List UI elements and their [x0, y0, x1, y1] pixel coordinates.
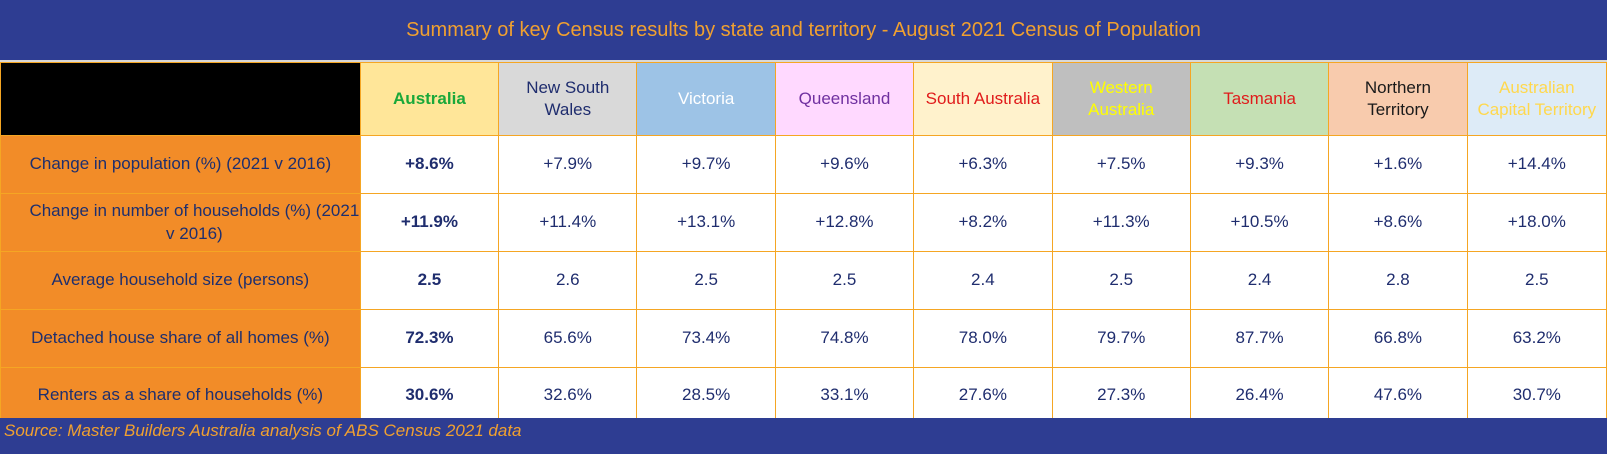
data-cell: +12.8%	[774, 193, 915, 252]
data-cell: 2.8	[1328, 251, 1468, 310]
data-cell: +8.2%	[913, 193, 1053, 252]
data-cell: 2.5	[1466, 251, 1607, 310]
data-cell: 79.7%	[1051, 309, 1191, 368]
column-header: Australia	[359, 62, 500, 136]
census-table: Australia New South Wales Victoria Queensla…	[0, 62, 1607, 424]
data-cell: 2.4	[1189, 251, 1330, 310]
data-cell: +13.1%	[636, 193, 776, 252]
data-cell: +18.0%	[1466, 193, 1607, 252]
data-cell: +9.3%	[1189, 135, 1330, 194]
row-label: Change in population (%) (2021 v 2016)	[0, 135, 361, 194]
data-cell: 28.5%	[636, 367, 776, 424]
data-cell: +8.6%	[1328, 193, 1468, 252]
table-title: Summary of key Census results by state a…	[0, 0, 1607, 62]
data-cell: +7.5%	[1051, 135, 1191, 194]
data-cell: +7.9%	[498, 135, 638, 194]
row-label: Detached house share of all homes (%)	[0, 309, 361, 368]
data-cell: 30.6%	[359, 367, 500, 424]
data-cell: +9.7%	[636, 135, 776, 194]
data-cell: +11.3%	[1051, 193, 1191, 252]
column-header: New South Wales	[498, 62, 638, 136]
corner-cell	[0, 62, 361, 136]
table-row: Detached house share of all homes (%) 72.…	[0, 309, 1607, 368]
data-cell: 2.5	[359, 251, 500, 310]
data-cell: 63.2%	[1466, 309, 1607, 368]
data-cell: 27.6%	[913, 367, 1053, 424]
table-row: Average household size (persons) 2.5 2.6 2.…	[0, 251, 1607, 310]
data-cell: 2.4	[913, 251, 1053, 310]
column-header: Queensland	[774, 62, 915, 136]
data-cell: 47.6%	[1328, 367, 1468, 424]
data-cell: 27.3%	[1051, 367, 1191, 424]
data-cell: +1.6%	[1328, 135, 1468, 194]
table-row: Change in number of households (%) (2021…	[0, 193, 1607, 252]
data-cell: 2.5	[636, 251, 776, 310]
data-cell: 74.8%	[774, 309, 915, 368]
column-header: Western Australia	[1051, 62, 1191, 136]
data-cell: +11.9%	[359, 193, 500, 252]
row-label: Renters as a share of households (%)	[0, 367, 361, 424]
column-header: South Australia	[913, 62, 1053, 136]
header-row: Australia New South Wales Victoria Queensla…	[0, 62, 1607, 136]
data-cell: 30.7%	[1466, 367, 1607, 424]
data-cell: +11.4%	[498, 193, 638, 252]
column-header: Victoria	[636, 62, 776, 136]
data-cell: 2.5	[1051, 251, 1191, 310]
data-cell: +10.5%	[1189, 193, 1330, 252]
data-cell: +8.6%	[359, 135, 500, 194]
source-note: Source: Master Builders Australia analys…	[0, 418, 1607, 454]
data-cell: +9.6%	[774, 135, 915, 194]
table-row: Renters as a share of households (%) 30.6…	[0, 367, 1607, 424]
data-cell: 26.4%	[1189, 367, 1330, 424]
data-cell: 65.6%	[498, 309, 638, 368]
data-cell: 87.7%	[1189, 309, 1330, 368]
data-cell: +6.3%	[913, 135, 1053, 194]
row-label: Average household size (persons)	[0, 251, 361, 310]
data-cell: 2.6	[498, 251, 638, 310]
table-row: Change in population (%) (2021 v 2016) +8…	[0, 135, 1607, 194]
data-cell: 72.3%	[359, 309, 500, 368]
row-label: Change in number of households (%) (2021…	[0, 193, 361, 252]
data-cell: 78.0%	[913, 309, 1053, 368]
data-cell: 66.8%	[1328, 309, 1468, 368]
data-cell: 2.5	[774, 251, 915, 310]
column-header: Australian Capital Territory	[1466, 62, 1607, 136]
table-body: Change in population (%) (2021 v 2016) +8…	[0, 135, 1607, 424]
data-cell: 32.6%	[498, 367, 638, 424]
data-cell: 73.4%	[636, 309, 776, 368]
data-cell: +14.4%	[1466, 135, 1607, 194]
data-cell: 33.1%	[774, 367, 915, 424]
column-header: Tasmania	[1189, 62, 1330, 136]
column-header: Northern Territory	[1328, 62, 1468, 136]
